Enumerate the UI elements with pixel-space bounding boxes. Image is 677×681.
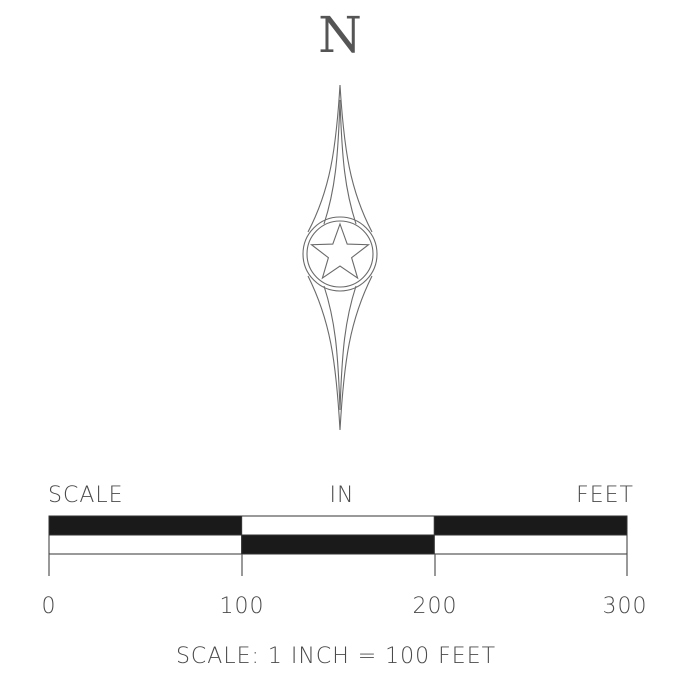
scale-header-center: IN — [330, 483, 355, 508]
scale-segment-bottom-2 — [433, 534, 628, 555]
compass-inner-circle — [306, 220, 374, 288]
needle-inner-outline — [323, 99, 357, 225]
needle-inner-outline-lower — [323, 285, 357, 411]
north-arrow-icon — [302, 84, 378, 431]
scale-ticks — [48, 554, 628, 576]
scale-segment-top-2 — [433, 515, 628, 536]
tick-label-100: 100 — [220, 594, 265, 619]
tick-label-200: 200 — [413, 594, 458, 619]
north-letter: N — [318, 6, 362, 64]
compass-outer-circle — [302, 216, 378, 292]
scale-bar — [48, 515, 628, 555]
scale-segment-bottom-0 — [48, 534, 243, 555]
scale-header-right: FEET — [576, 483, 634, 508]
tick-label-300: 300 — [603, 594, 648, 619]
scale-segment-top-1 — [241, 515, 435, 536]
scale-caption: SCALE: 1 INCH = 100 FEET — [176, 644, 496, 669]
star-icon — [309, 222, 371, 280]
needle-outer-outline-lower — [307, 275, 373, 431]
scale-header-left: SCALE — [48, 483, 124, 508]
scale-segment-top-0 — [48, 515, 243, 536]
tick-label-0: 0 — [42, 594, 57, 619]
needle-outer-outline — [307, 84, 373, 233]
scale-segment-bottom-1 — [241, 534, 435, 555]
